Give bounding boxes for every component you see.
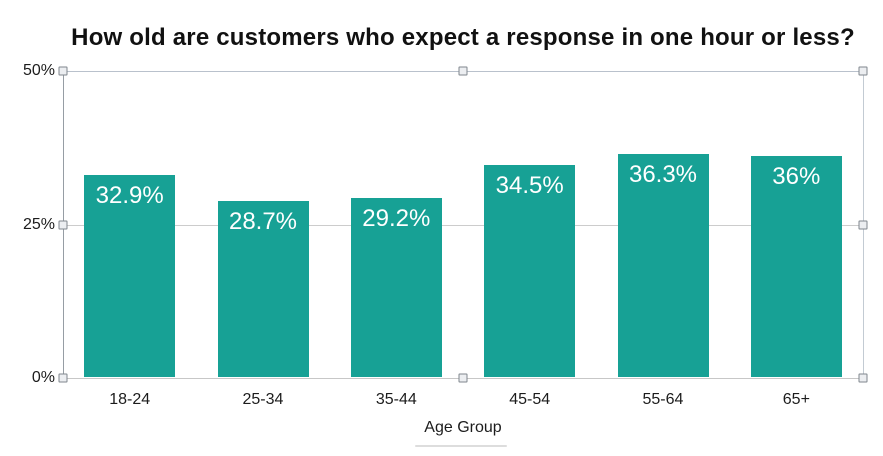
x-tick-label-45-54: 45-54 <box>509 391 551 408</box>
selection-handle-top-left[interactable] <box>58 66 68 76</box>
bar-55-64: 36.3% <box>617 154 709 377</box>
bar-value-label: 28.7% <box>228 207 298 235</box>
bottom-divider-line <box>415 445 507 447</box>
bar-18-24: 32.9% <box>84 175 176 377</box>
bar-value-label: 32.9% <box>95 182 164 209</box>
selection-handle-top-center[interactable] <box>458 66 468 76</box>
selection-handle-bottom-center[interactable] <box>458 373 468 383</box>
selection-handle-bottom-left[interactable] <box>58 373 68 383</box>
x-tick-label-25-34: 25-34 <box>242 391 284 408</box>
selection-handle-bottom-right[interactable] <box>858 373 868 383</box>
bar-value-label: 29.2% <box>362 204 431 232</box>
y-tick-label-25: 25% <box>22 216 55 233</box>
selection-handle-top-right[interactable] <box>858 66 868 76</box>
y-tick-label-50: 50% <box>22 62 55 79</box>
x-axis-title: Age Group <box>424 419 502 436</box>
y-tick-label-0: 0% <box>31 369 55 386</box>
bar-25-34: 28.7% <box>217 200 309 377</box>
bar-value-label: 34.5% <box>495 172 564 200</box>
chart-title: How old are customers who expect a respo… <box>71 24 855 51</box>
bar-35-44: 29.2% <box>350 197 442 377</box>
plot-area: 32.9% 28.7% 29.2% 34.5% 36.3% 36% <box>58 66 868 383</box>
bars-container: 32.9% 28.7% 29.2% 34.5% 36.3% 36% <box>63 71 863 378</box>
x-tick-label-65+: 65+ <box>782 391 810 408</box>
bar-value-label: 36% <box>772 163 821 190</box>
bar-45-54: 34.5% <box>484 165 576 377</box>
x-tick-label-55-64: 55-64 <box>642 391 684 408</box>
selection-handle-middle-left[interactable] <box>58 220 68 230</box>
x-tick-label-18-24: 18-24 <box>109 391 151 408</box>
gridline-25pct <box>63 225 863 226</box>
bar-value-label: 36.3% <box>628 161 698 189</box>
x-tick-label-35-44: 35-44 <box>375 391 417 408</box>
bar-65+: 36% <box>750 156 842 377</box>
x-axis-labels: 18-24 25-34 35-44 45-54 55-64 65+ <box>63 391 863 411</box>
selection-handle-middle-right[interactable] <box>858 220 868 230</box>
